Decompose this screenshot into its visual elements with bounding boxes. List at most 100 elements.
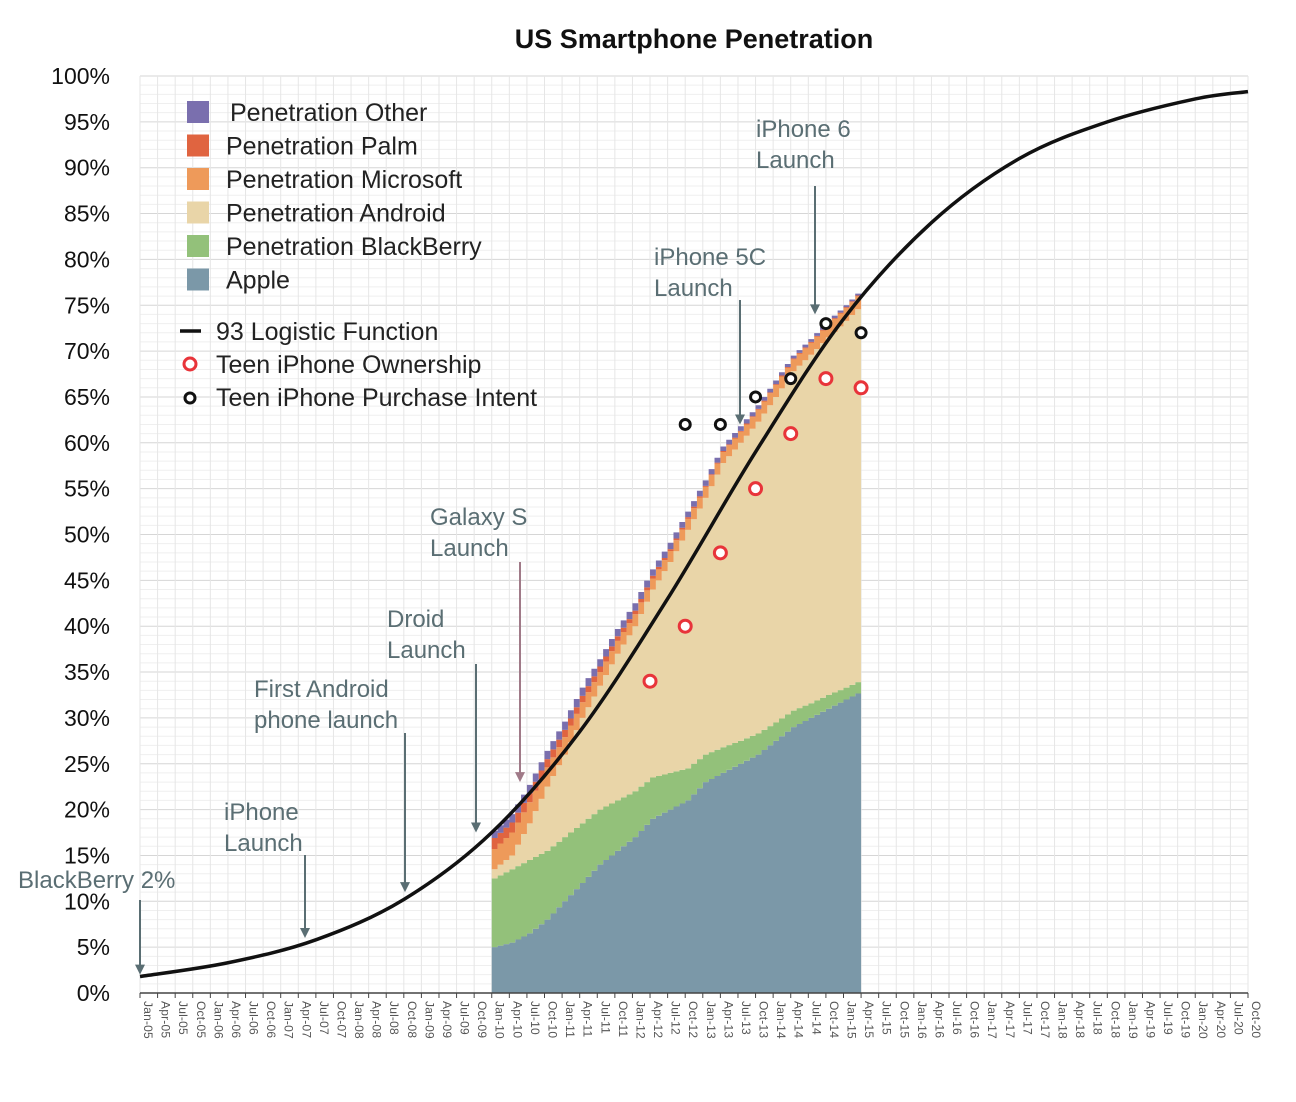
y-tick-label: 15% [64, 842, 110, 868]
teen-intent-point [854, 326, 868, 340]
x-tick-label: Oct-09 [475, 1001, 489, 1038]
x-tick-label: Jul-15 [880, 1001, 894, 1035]
x-tick-label: Jul-14 [809, 1001, 823, 1035]
legend-label: Penetration Palm [226, 133, 418, 161]
x-tick-label: Jul-13 [739, 1001, 753, 1035]
annotation-label: phone launch [254, 707, 398, 734]
y-tick-label: 20% [64, 797, 110, 823]
teen-intent-point [784, 372, 798, 386]
axis-layer: 0% 5% 10% 15% 20% 25% 30% 35% 40% 45% 50% 55% 60% 65%… [51, 63, 1263, 1039]
legend-swatch [187, 101, 209, 123]
y-tick-label: 90% [64, 155, 110, 181]
x-tick-label: Apr-15 [862, 1001, 876, 1038]
x-tick-label: Apr-05 [159, 1001, 173, 1038]
x-tick-label: Oct-12 [686, 1001, 700, 1038]
x-tick-label: Jul-12 [669, 1001, 683, 1035]
chart-title: US Smartphone Penetration [515, 24, 874, 54]
annotation-label: iPhone 6 [756, 116, 851, 143]
annotation-arrowhead [471, 822, 481, 833]
annotation-label: Galaxy S [430, 504, 527, 531]
teen-intent-point [713, 417, 727, 431]
teen-intent-point [678, 417, 692, 431]
legend-label: Penetration BlackBerry [226, 233, 482, 261]
annotation-arrowhead [810, 304, 820, 315]
x-tick-label: Apr-12 [651, 1001, 665, 1038]
x-tick-label: Oct-20 [1249, 1001, 1263, 1038]
y-tick-label: 100% [51, 63, 110, 89]
x-tick-label: Jan-19 [1126, 1001, 1140, 1039]
x-tick-label: Jul-16 [950, 1001, 964, 1035]
x-tick-label: Jul-20 [1231, 1001, 1245, 1035]
x-tick-label: Oct-13 [757, 1001, 771, 1038]
y-tick-label: 50% [64, 522, 110, 548]
x-tick-label: Oct-10 [546, 1001, 560, 1038]
legend: Penetration Other Penetration Palm Penetra… [180, 99, 537, 412]
x-tick-label: Oct-17 [1038, 1001, 1052, 1038]
y-tick-label: 0% [77, 980, 110, 1006]
x-tick-label: Oct-07 [334, 1001, 348, 1038]
legend-swatch [187, 134, 209, 157]
x-tick-label: Apr-14 [792, 1001, 806, 1038]
y-tick-label: 95% [64, 109, 110, 135]
annotation-layer: BlackBerry 2% iPhone Launch First Android ph… [18, 116, 851, 975]
teen-ownership-point [712, 545, 728, 561]
area-penetration-microsoft [491, 290, 862, 870]
annotation-label: First Android [254, 676, 389, 703]
x-tick-label: Jul-18 [1091, 1001, 1105, 1035]
x-tick-label: Jan-18 [1056, 1001, 1070, 1039]
annotation-label: Launch [756, 147, 835, 174]
annotation-arrowhead [735, 414, 745, 425]
x-tick-label: Jan-06 [211, 1001, 225, 1039]
x-tick-label: Apr-11 [581, 1001, 595, 1037]
y-tick-label: 10% [64, 888, 110, 914]
annotation-label: Launch [224, 830, 303, 857]
x-tick-label: Apr-17 [1003, 1001, 1017, 1038]
legend-swatch [187, 168, 209, 190]
y-tick-label: 55% [64, 476, 110, 502]
x-tick-label: Jan-07 [282, 1001, 296, 1039]
annotation-label: Droid [387, 606, 444, 633]
y-tick-label: 5% [77, 934, 110, 960]
area-penetration-blackberry [491, 679, 862, 948]
x-tick-label: Jan-08 [352, 1001, 366, 1039]
legend-label: Apple [226, 267, 290, 295]
x-tick-label: Jan-16 [915, 1001, 929, 1039]
y-tick-label: 70% [64, 338, 110, 364]
annotation-label: iPhone [224, 799, 299, 826]
teen-ownership-point [748, 481, 764, 497]
y-tick-label: 65% [64, 384, 110, 410]
x-tick-label: Jan-05 [141, 1001, 155, 1039]
teen-intent-point [819, 317, 833, 331]
x-tick-label: Apr-19 [1143, 1001, 1157, 1038]
teen-ownership-point [853, 380, 869, 396]
legend-swatch [187, 268, 209, 291]
annotation-label: Launch [387, 637, 466, 664]
x-tick-label: Apr-20 [1214, 1001, 1228, 1038]
x-tick-label: Oct-16 [968, 1001, 982, 1038]
teen-ownership-point [677, 618, 693, 634]
x-tick-label: Apr-10 [510, 1001, 524, 1038]
stacked-area-layer [491, 287, 862, 993]
x-tick-label: Jul-05 [176, 1001, 190, 1035]
x-tick-label: Jul-06 [247, 1001, 261, 1035]
x-tick-label: Oct-15 [897, 1001, 911, 1038]
legend-label: Penetration Microsoft [226, 166, 462, 194]
annotation-arrowhead [135, 964, 145, 975]
x-tick-label: Jan-20 [1196, 1001, 1210, 1039]
annotation-label: BlackBerry 2% [18, 867, 175, 894]
y-tick-label: 35% [64, 659, 110, 685]
x-tick-label: Oct-11 [616, 1001, 630, 1037]
x-tick-label: Jul-07 [317, 1001, 331, 1035]
annotation-arrowhead [400, 882, 410, 893]
x-tick-label: Jul-19 [1161, 1001, 1175, 1035]
logistic-line-layer [139, 89, 1249, 979]
legend-label: Penetration Other [230, 99, 427, 127]
y-tick-label: 85% [64, 201, 110, 227]
teen-ownership-point [783, 426, 799, 442]
area-penetration-android [491, 303, 862, 879]
annotation-arrowhead [515, 772, 525, 783]
x-tick-label: Apr-16 [932, 1001, 946, 1038]
legend-swatch [187, 201, 209, 224]
